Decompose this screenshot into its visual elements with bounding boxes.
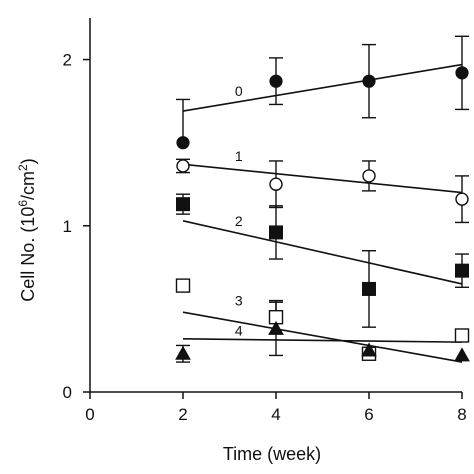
marker-filled-square: [455, 263, 469, 278]
y-tick-label: 0: [63, 383, 72, 402]
error-bars: [176, 35, 469, 363]
fit-line-3: [182, 311, 463, 363]
fit-lines: [182, 63, 463, 363]
marker-filled-square: [269, 225, 283, 240]
marker-open-circle: [176, 159, 190, 173]
marker-open-circle: [455, 192, 469, 206]
x-tick-label: 4: [271, 405, 280, 424]
x-tick-label: 2: [178, 405, 187, 424]
marker-filled-triangle: [175, 345, 191, 360]
marker-filled-circle: [455, 66, 469, 80]
markers: [175, 66, 470, 362]
y-axis-title-main: Cell No. (10: [18, 207, 38, 302]
y-ticks: 0 1 2: [63, 51, 90, 402]
series-label-2: 2: [235, 213, 243, 229]
line-labels: 0 1 2 3 4: [235, 83, 243, 338]
x-tick-label: 0: [85, 405, 94, 424]
marker-filled-triangle: [268, 320, 284, 335]
y-axis-title-end: ): [18, 158, 38, 164]
x-tick-label: 6: [364, 405, 373, 424]
series-label-0: 0: [235, 83, 243, 99]
series-label-1: 1: [235, 148, 243, 164]
x-axis-title: Time (week): [223, 444, 321, 464]
marker-filled-triangle: [454, 347, 470, 362]
x-ticks: 0 2 4 6 8: [85, 392, 467, 424]
marker-filled-circle: [362, 74, 376, 88]
series-label-3: 3: [235, 293, 243, 309]
marker-filled-square: [362, 281, 376, 296]
marker-filled-triangle: [361, 342, 377, 357]
y-axis-title-sup1: 6: [16, 200, 30, 207]
marker-open-circle: [269, 177, 283, 191]
marker-filled-circle: [176, 136, 190, 150]
fit-line-0: [182, 63, 463, 112]
marker-open-square: [454, 328, 470, 343]
y-axis-title: Cell No. (106/cm2): [16, 158, 38, 301]
series-label-4: 4: [235, 322, 243, 338]
fit-line-1: [182, 163, 463, 194]
marker-open-square: [175, 278, 191, 293]
marker-open-circle: [362, 169, 376, 183]
fit-line-2: [182, 220, 463, 285]
marker-filled-circle: [269, 74, 283, 88]
fit-line-4: [182, 338, 463, 343]
marker-filled-square: [176, 197, 190, 212]
y-axis-title-mid: /cm: [18, 171, 38, 200]
y-axis-title-sup2: 2: [16, 164, 30, 171]
x-tick-label: 8: [457, 405, 466, 424]
y-tick-label: 2: [63, 51, 72, 70]
y-tick-label: 1: [63, 217, 72, 236]
